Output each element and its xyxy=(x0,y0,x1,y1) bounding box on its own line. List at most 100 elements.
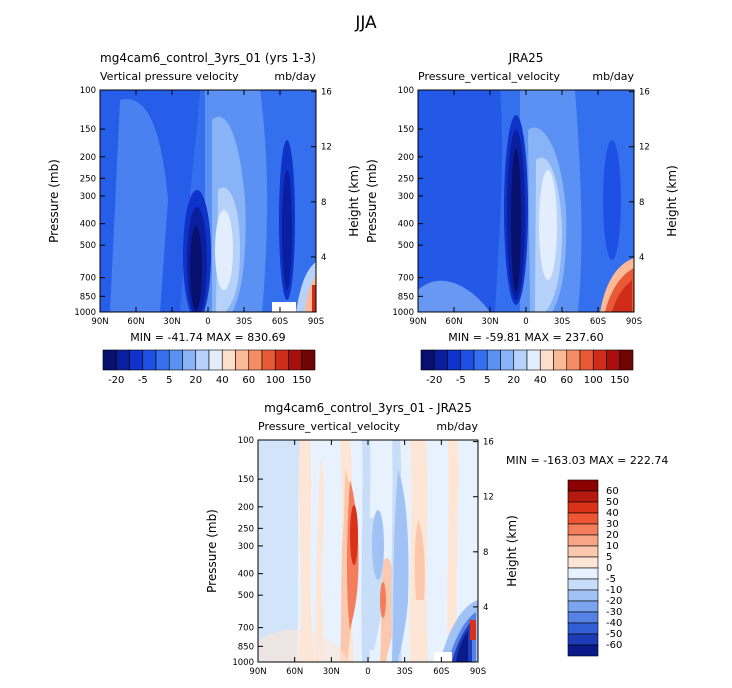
colorbar-label: 0 xyxy=(606,563,612,574)
panel-model-title: mg4cam6_control_3yrs_01 (yrs 1-3) xyxy=(100,51,316,65)
panel-model-ylabel: Pressure (mb) xyxy=(47,159,61,243)
y2-tick-label: 8 xyxy=(321,198,326,208)
colorbar-label: 20 xyxy=(189,375,202,386)
colorbar-swatch xyxy=(460,349,475,371)
colorbar-swatch xyxy=(619,349,634,371)
colorbar-label: 10 xyxy=(606,541,619,552)
y-tick-label: 250 xyxy=(80,174,96,184)
x-tick-label: 90N xyxy=(249,667,266,677)
colorbar-swatch xyxy=(168,349,183,371)
y2-tick-label: 12 xyxy=(639,143,650,153)
colorbar-label: -30 xyxy=(606,607,622,618)
y-tick-label: 850 xyxy=(238,642,254,652)
colorbar-swatch xyxy=(473,349,488,371)
panel-diff-stats: MIN = -163.03 MAX = 222.74 xyxy=(506,454,668,467)
colorbar-label: -5 xyxy=(606,574,616,585)
y-tick-label: 100 xyxy=(80,86,96,96)
panel-obs-ylabel2: Height (km) xyxy=(665,165,679,236)
colorbar-swatch xyxy=(567,545,599,558)
x-tick-label: 0 xyxy=(523,317,528,327)
y-tick-label: 250 xyxy=(398,174,414,184)
y-tick-label: 700 xyxy=(398,274,414,284)
panel-model: mg4cam6_control_3yrs_01 (yrs 1-3) Vertic… xyxy=(47,51,361,386)
colorbar-swatch xyxy=(567,490,599,503)
colorbar-swatch xyxy=(129,349,144,371)
colorbar-swatch xyxy=(567,578,599,591)
y-tick-label: 1000 xyxy=(232,658,254,668)
colorbar-swatch xyxy=(102,349,117,371)
panel-model-axes: 90N 60N 30N 0 30S 60S 90S 100 150 200 250 300 400 500… xyxy=(74,86,331,327)
colorbar-swatch xyxy=(420,349,435,371)
colorbar-swatch xyxy=(567,512,599,525)
colorbar-swatch xyxy=(539,349,554,371)
y2-tick-label: 12 xyxy=(483,493,494,503)
y-tick-label: 700 xyxy=(238,624,254,634)
panel-diff: mg4cam6_control_3yrs_01 - JRA25 Pressure… xyxy=(205,401,668,677)
colorbar-swatch xyxy=(606,349,621,371)
y-tick-label: 850 xyxy=(80,292,96,302)
panel-model-units: mb/day xyxy=(274,70,316,83)
panel-diff-ylabel: Pressure (mb) xyxy=(205,509,219,593)
x-tick-label: 90S xyxy=(470,667,486,677)
colorbar-swatch xyxy=(567,611,599,624)
colorbar-label: 20 xyxy=(507,375,520,386)
colorbar-swatch xyxy=(513,349,528,371)
colorbar-swatch xyxy=(433,349,448,371)
colorbar-swatch xyxy=(208,349,223,371)
colorbar-label: 150 xyxy=(292,375,311,386)
y2-tick-label: 4 xyxy=(639,253,644,263)
y-tick-label: 400 xyxy=(80,220,96,230)
y-tick-label: 1000 xyxy=(74,308,96,318)
colorbar-swatch xyxy=(567,567,599,580)
colorbar-swatch xyxy=(567,501,599,514)
x-tick-label: 60S xyxy=(272,317,288,327)
y-tick-label: 1000 xyxy=(392,308,414,318)
colorbar-swatch xyxy=(567,622,599,635)
y-tick-label: 100 xyxy=(238,436,254,446)
colorbar-label: 5 xyxy=(166,375,172,386)
x-tick-label: 60N xyxy=(127,317,144,327)
panel-model-colorbar: -20 -5 5 20 40 60 100 150 xyxy=(102,349,316,386)
x-tick-label: 30S xyxy=(554,317,570,327)
y-tick-label: 300 xyxy=(398,192,414,202)
colorbar-swatch xyxy=(579,349,594,371)
x-tick-label: 30N xyxy=(481,317,498,327)
panel-model-left-label: Vertical pressure velocity xyxy=(100,70,239,83)
colorbar-swatch xyxy=(567,589,599,602)
y-tick-label: 500 xyxy=(398,241,414,251)
colorbar-swatch xyxy=(248,349,263,371)
panel-obs-title: JRA25 xyxy=(508,51,544,65)
colorbar-label: 30 xyxy=(606,519,619,530)
colorbar-label: -50 xyxy=(606,629,622,640)
colorbar-label: 150 xyxy=(610,375,629,386)
panel-obs-colorbar: -20 -5 5 20 40 60 100 150 xyxy=(420,349,634,386)
panel-diff-left-label: Pressure_vertical_velocity xyxy=(258,420,400,433)
colorbar-swatch xyxy=(274,349,289,371)
y-tick-label: 400 xyxy=(398,220,414,230)
x-tick-label: 30N xyxy=(323,667,340,677)
y-tick-label: 100 xyxy=(398,86,414,96)
colorbar-swatch xyxy=(567,600,599,613)
panel-diff-units: mb/day xyxy=(436,420,478,433)
x-tick-label: 60N xyxy=(445,317,462,327)
x-tick-label: 0 xyxy=(365,667,370,677)
colorbar-swatch xyxy=(567,644,599,657)
y-tick-label: 150 xyxy=(238,475,254,485)
colorbar-swatch xyxy=(155,349,170,371)
colorbar-label: 20 xyxy=(606,530,619,541)
colorbar-swatch xyxy=(567,556,599,569)
colorbar-swatch xyxy=(526,349,541,371)
panel-obs-stats: MIN = -59.81 MAX = 237.60 xyxy=(448,331,603,344)
colorbar-label: -20 xyxy=(606,596,622,607)
colorbar-label: 40 xyxy=(534,375,547,386)
colorbar-swatch xyxy=(566,349,581,371)
x-tick-label: 90N xyxy=(409,317,426,327)
y2-tick-label: 4 xyxy=(321,253,326,263)
colorbar-label: 60 xyxy=(242,375,255,386)
colorbar-label: 50 xyxy=(606,497,619,508)
x-tick-label: 90S xyxy=(626,317,642,327)
y-tick-label: 300 xyxy=(80,192,96,202)
colorbar-swatch xyxy=(288,349,303,371)
